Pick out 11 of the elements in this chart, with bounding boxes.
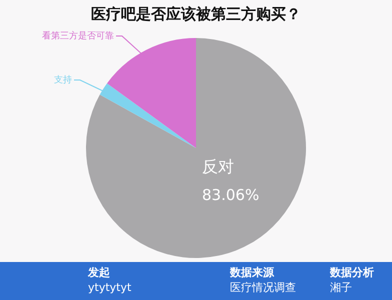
text: 发起 xyxy=(88,265,111,280)
text: 数据来源 xyxy=(230,265,275,280)
text: ytytytyt xyxy=(88,281,132,294)
data-label: 83.06% xyxy=(202,186,260,204)
text: 数据分析 xyxy=(330,265,374,280)
text: 湘子 xyxy=(330,281,352,294)
text: 医疗情况调查 xyxy=(230,281,296,294)
slice-label: 支持 xyxy=(54,74,72,86)
slice-label: 反对 xyxy=(202,157,234,176)
chart-title: 医疗吧是否应该被第三方购买？ xyxy=(91,4,301,23)
slice-label: 看第三方是否可靠 xyxy=(42,30,114,42)
